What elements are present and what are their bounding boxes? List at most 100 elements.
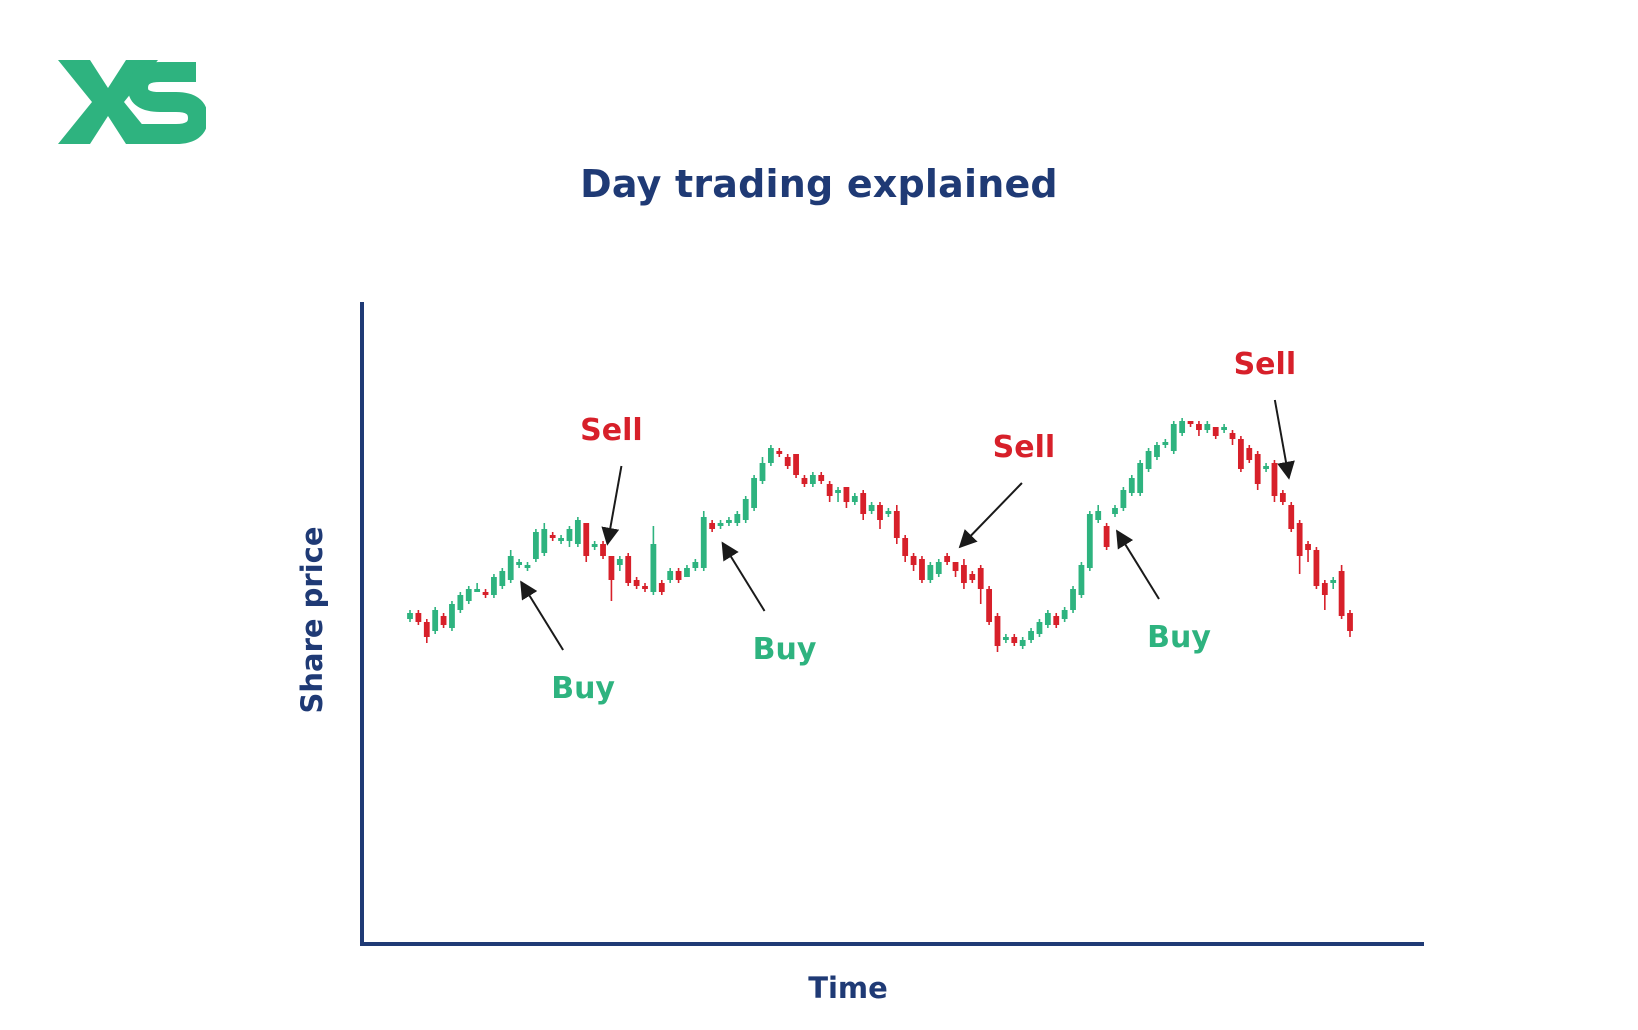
candle bbox=[977, 565, 984, 604]
candle bbox=[1070, 586, 1076, 613]
candle bbox=[1179, 418, 1186, 436]
candle bbox=[1061, 607, 1068, 622]
sell-label: Sell bbox=[580, 413, 643, 448]
candle bbox=[1103, 523, 1110, 550]
candle-body bbox=[734, 514, 741, 523]
candle bbox=[860, 490, 867, 520]
candle-body bbox=[1011, 637, 1018, 643]
candle bbox=[1128, 475, 1135, 496]
candle bbox=[1237, 436, 1244, 472]
candle-body bbox=[969, 574, 976, 580]
candle-body bbox=[759, 463, 766, 481]
candle bbox=[423, 619, 430, 643]
candle-body bbox=[1112, 508, 1118, 514]
candle bbox=[742, 496, 749, 523]
candle-body bbox=[1070, 589, 1076, 610]
candle bbox=[692, 559, 699, 571]
candle-body bbox=[658, 583, 665, 592]
candle bbox=[700, 511, 707, 571]
candle-body bbox=[952, 562, 959, 571]
candle bbox=[1288, 502, 1295, 532]
candle-body bbox=[1187, 421, 1194, 424]
candle-body bbox=[625, 556, 632, 583]
candle bbox=[793, 454, 799, 478]
candle bbox=[558, 535, 564, 544]
candle-body bbox=[1347, 613, 1353, 631]
annotation-arrow bbox=[958, 482, 1023, 549]
buy-label: Buy bbox=[1147, 620, 1211, 655]
candle-body bbox=[1137, 463, 1144, 493]
candle bbox=[524, 562, 531, 571]
candle-body bbox=[616, 559, 623, 565]
candle bbox=[541, 523, 548, 556]
candle-body bbox=[902, 538, 909, 556]
candle-body bbox=[1044, 613, 1051, 625]
candle bbox=[726, 517, 732, 526]
candle-body bbox=[549, 535, 556, 538]
candle bbox=[776, 448, 783, 457]
candle-body bbox=[423, 622, 430, 637]
candle bbox=[1221, 424, 1228, 433]
candle bbox=[1296, 520, 1303, 574]
candle bbox=[1212, 427, 1219, 439]
candle bbox=[784, 454, 791, 469]
candle bbox=[591, 541, 598, 550]
candle-body bbox=[717, 523, 724, 526]
candle-body bbox=[1237, 439, 1244, 469]
candle-body bbox=[927, 565, 934, 580]
candle-body bbox=[465, 589, 472, 601]
candle bbox=[902, 535, 909, 562]
candles-group bbox=[407, 418, 1353, 652]
candle-body bbox=[650, 544, 657, 592]
candle-body bbox=[877, 505, 883, 520]
candle-body bbox=[843, 487, 850, 502]
candle-body bbox=[642, 586, 648, 589]
candle-body bbox=[860, 493, 867, 514]
candle-body bbox=[793, 454, 799, 475]
candle bbox=[709, 520, 716, 532]
candle bbox=[1145, 448, 1152, 472]
candle bbox=[1246, 445, 1253, 463]
candle-body bbox=[432, 610, 439, 631]
candle-body bbox=[1103, 526, 1110, 547]
candle bbox=[1011, 634, 1018, 646]
candle-body bbox=[667, 571, 674, 580]
candle bbox=[482, 589, 489, 598]
candle bbox=[919, 556, 925, 583]
xs-logo bbox=[58, 60, 206, 144]
candle-body bbox=[851, 496, 858, 502]
candle bbox=[1347, 610, 1353, 637]
candle bbox=[961, 559, 967, 589]
candle-body bbox=[415, 613, 422, 622]
candle bbox=[1263, 463, 1269, 472]
annotation-arrow bbox=[520, 580, 564, 651]
candle-body bbox=[516, 562, 523, 565]
candle bbox=[910, 553, 917, 571]
candle bbox=[935, 559, 942, 577]
candle bbox=[432, 607, 439, 634]
candle bbox=[1305, 541, 1311, 562]
annotation-arrow bbox=[721, 541, 766, 612]
candle-body bbox=[818, 475, 825, 481]
candle-body bbox=[566, 529, 573, 541]
candle-body bbox=[977, 568, 984, 589]
candle-body bbox=[1330, 580, 1337, 583]
candle-body bbox=[440, 616, 447, 625]
candle bbox=[734, 511, 741, 526]
candle-body bbox=[1002, 637, 1009, 640]
candle bbox=[1154, 442, 1160, 460]
annotation-arrow bbox=[1116, 529, 1160, 600]
candle-body bbox=[776, 451, 783, 454]
candle bbox=[877, 502, 883, 529]
candle-body bbox=[809, 475, 816, 484]
candle-body bbox=[742, 499, 749, 520]
candle bbox=[1204, 421, 1211, 433]
candle bbox=[616, 556, 623, 571]
candle bbox=[986, 586, 993, 625]
candle-body bbox=[1053, 616, 1060, 625]
xs-logo-s-mark bbox=[127, 62, 206, 144]
candle-body bbox=[1078, 565, 1085, 595]
candle bbox=[1044, 610, 1051, 628]
candle-body bbox=[986, 589, 993, 622]
candle-body bbox=[1229, 433, 1236, 439]
